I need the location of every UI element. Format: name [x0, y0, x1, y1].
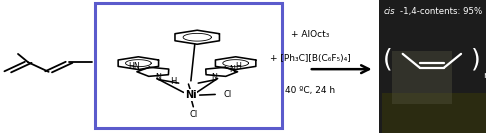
Text: -1,4-contents: 95%: -1,4-contents: 95%	[400, 7, 482, 16]
Text: HN: HN	[128, 62, 140, 71]
Text: N: N	[156, 73, 161, 82]
Text: Cl: Cl	[224, 90, 232, 99]
Text: 40 ºC, 24 h: 40 ºC, 24 h	[285, 86, 336, 95]
Text: Ni: Ni	[185, 90, 196, 100]
Text: Cl: Cl	[189, 110, 198, 119]
Text: N: N	[230, 65, 235, 74]
Text: cis: cis	[383, 7, 395, 16]
Bar	[392, 51, 452, 104]
Text: n: n	[483, 71, 488, 80]
Text: + [Ph₃C][B(C₆F₅)₄]: + [Ph₃C][B(C₆F₅)₄]	[270, 54, 350, 63]
Bar	[382, 93, 486, 133]
Text: (: (	[383, 48, 393, 72]
Bar	[95, 3, 282, 128]
Text: H: H	[236, 62, 242, 71]
Text: N: N	[212, 73, 217, 82]
Text: H: H	[170, 77, 176, 86]
Text: ): )	[471, 48, 480, 72]
Text: + AlOct₃: + AlOct₃	[291, 30, 330, 39]
Bar	[380, 0, 486, 133]
